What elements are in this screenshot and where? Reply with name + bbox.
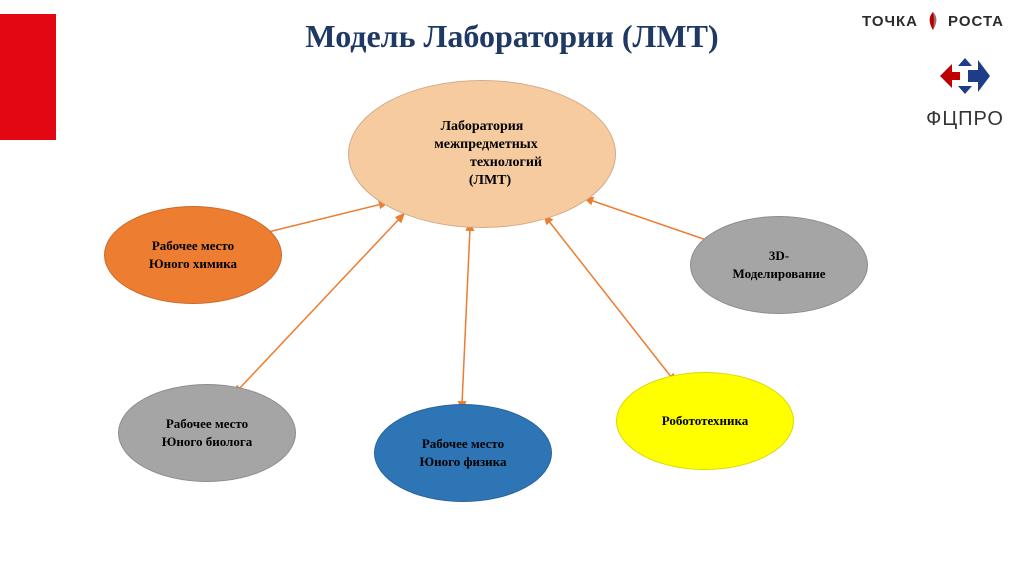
red-accent-bar: [0, 14, 56, 140]
center-line: (ЛМТ): [469, 173, 511, 189]
satellite-line: Юного физика: [420, 454, 507, 470]
satellite-physicist: Рабочее место Юного физика: [374, 404, 552, 502]
center-line: технологий: [470, 155, 542, 171]
satellite-line: Юного химика: [149, 256, 237, 272]
center-line: межпредметных: [434, 137, 538, 153]
tochka-leaf-icon: [924, 10, 942, 32]
satellite-line: Рабочее место: [152, 238, 234, 254]
center-line: Лаборатория: [441, 119, 524, 135]
page-title: Модель Лаборатории (ЛМТ): [305, 18, 718, 55]
diagram-edge: [548, 220, 672, 378]
fcpro-text: ФЦПРО: [926, 108, 1004, 131]
satellite-3d: 3D- Моделирование: [690, 216, 868, 314]
fcpro-arrows-icon: [930, 48, 1000, 104]
satellite-chemist: Рабочее место Юного химика: [104, 206, 282, 304]
fcpro-logo: ФЦПРО: [926, 48, 1004, 131]
satellite-robotics: Робототехника: [616, 372, 794, 470]
satellite-line: Юного биолога: [162, 434, 252, 450]
satellite-line: Моделирование: [732, 266, 825, 282]
satellite-line: Робототехника: [662, 413, 749, 429]
tochka-text: ТОЧКА: [862, 13, 918, 30]
diagram-edge: [462, 228, 470, 404]
center-node: Лаборатория межпредметных технологий (ЛМТ): [348, 80, 616, 228]
satellite-biologist: Рабочее место Юного биолога: [118, 384, 296, 482]
rosta-text: РОСТА: [948, 13, 1004, 30]
satellite-line: Рабочее место: [422, 436, 504, 452]
tochka-rosta-logo: ТОЧКА РОСТА: [862, 10, 1004, 32]
satellite-line: 3D-: [769, 248, 789, 264]
diagram-edge: [590, 200, 718, 244]
satellite-line: Рабочее место: [166, 416, 248, 432]
diagram-edge: [260, 204, 382, 234]
